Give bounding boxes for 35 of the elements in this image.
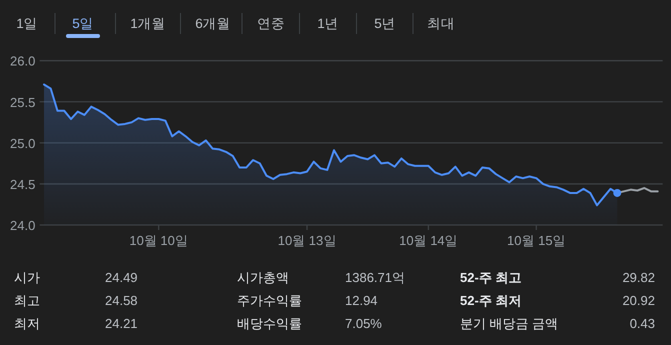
text: 1일 <box>16 16 38 31</box>
x-tick-label: 10월 10일 <box>129 233 188 248</box>
text: 24.49 <box>105 270 138 285</box>
text: 배당수익률 <box>237 316 302 331</box>
text: 1386.71억 <box>345 270 405 285</box>
y-tick-label: 24.5 <box>10 176 36 192</box>
text: 최대 <box>427 16 455 31</box>
text: 5년 <box>374 16 396 31</box>
text: 시가 <box>14 270 40 285</box>
text: 최저 <box>14 316 40 331</box>
y-tick-label: 25.0 <box>10 136 36 151</box>
text: 5일 <box>72 16 94 31</box>
x-tick-label: 10월 15일 <box>507 233 566 248</box>
text: 7.05% <box>345 316 382 331</box>
text: 24.21 <box>105 316 138 331</box>
text: 연중 <box>257 16 285 31</box>
text: 최고 <box>14 293 40 308</box>
text: 0.43 <box>630 316 655 331</box>
text: 분기 배당금 금액 <box>460 316 558 331</box>
x-tick-label: 10월 13일 <box>278 233 336 248</box>
x-tick-label: 10월 14일 <box>399 233 458 248</box>
text: 29.82 <box>622 270 655 285</box>
text: 20.92 <box>622 293 655 308</box>
y-tick-label: 26.0 <box>10 54 36 69</box>
text: 12.94 <box>345 293 378 308</box>
text: 6개월 <box>195 16 231 31</box>
y-tick-label: 25.5 <box>10 94 36 110</box>
text: 52-주 최저 <box>460 293 522 308</box>
text: 52-주 최고 <box>460 270 522 285</box>
y-tick-label: 24.0 <box>10 218 36 233</box>
text: 시가총액 <box>237 270 289 285</box>
text: 주가수익률 <box>237 293 302 308</box>
text: 1년 <box>317 16 339 31</box>
text: 1개월 <box>130 16 166 31</box>
text: 24.58 <box>105 293 138 308</box>
